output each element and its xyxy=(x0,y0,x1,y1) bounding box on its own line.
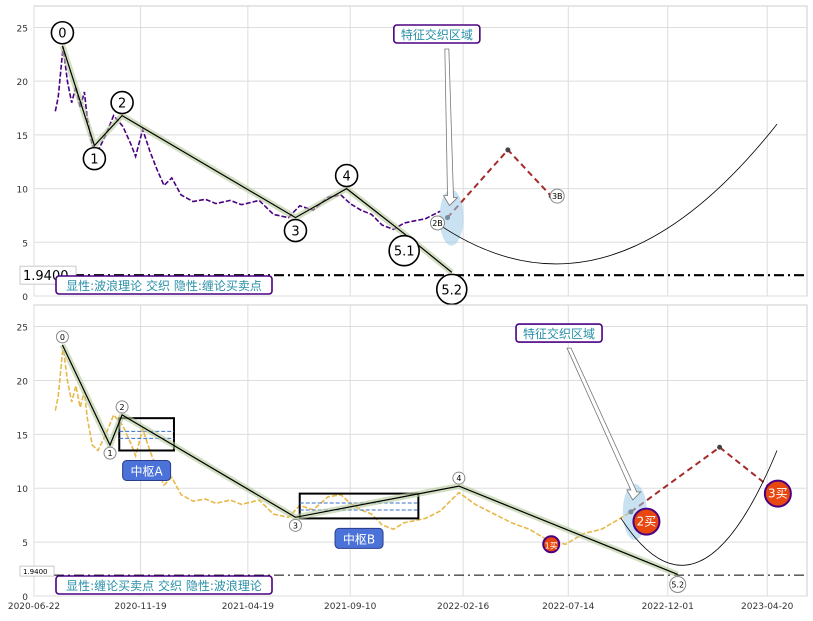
x-tick-label: 2022-12-01 xyxy=(642,602,694,612)
projection-arc xyxy=(437,123,778,265)
level-label: 1.9400 xyxy=(23,568,48,576)
wave-point-marker xyxy=(55,330,69,344)
wave-point-marker xyxy=(50,20,75,45)
y-tick-label: 20 xyxy=(17,377,29,387)
y-tick-label: 10 xyxy=(17,485,29,495)
y-tick-label: 25 xyxy=(17,24,28,34)
buy-point-label: 3买 xyxy=(768,487,788,501)
forecast-label: 3B xyxy=(552,192,563,201)
wave-point-marker xyxy=(288,518,302,532)
annotation-box xyxy=(55,275,273,295)
wave-point-label: 5.1 xyxy=(394,245,415,260)
wave-point-label: 4 xyxy=(342,170,350,185)
wave-point-label: 3 xyxy=(291,225,299,240)
theory-label: 显性:缠论买卖点 交织 隐性:波浪理论 xyxy=(66,578,262,593)
annotation-box xyxy=(55,575,273,595)
y-tick-label: 5 xyxy=(22,539,28,549)
y-tick-label: 0 xyxy=(22,593,28,603)
wave-point-label: 1 xyxy=(90,153,98,168)
annotation-box xyxy=(393,24,481,44)
interaction-ellipse xyxy=(439,189,464,246)
wave-point-marker xyxy=(283,218,308,243)
x-tick-label: 2020-06-22 xyxy=(8,602,60,612)
price-line xyxy=(54,46,441,231)
x-tick-label: 2021-04-19 xyxy=(222,602,275,612)
wave-point-marker xyxy=(103,446,117,460)
feature-zone-pointer xyxy=(442,48,459,207)
y-tick-label: 15 xyxy=(17,431,28,441)
wave-point-marker xyxy=(334,163,359,188)
y-tick-label: 10 xyxy=(17,186,29,196)
y-tick-label: 0 xyxy=(22,293,28,303)
buy-point-label: 2买 xyxy=(637,515,657,529)
wave-point-label: 2 xyxy=(118,97,126,112)
wave-point-label: 0 xyxy=(60,333,65,342)
y-tick-label: 5 xyxy=(22,239,28,249)
wave-point-label: 0 xyxy=(58,27,66,42)
x-tick-label: 2020-11-19 xyxy=(114,602,167,612)
projection-arc xyxy=(620,450,778,566)
wave-point-label: 1 xyxy=(107,449,112,458)
pivot-label: 中枢B xyxy=(343,531,375,546)
wave-point-label: 5.2 xyxy=(441,283,462,298)
y-tick-label: 20 xyxy=(17,78,29,88)
feature-zone-pointer xyxy=(566,347,642,501)
wave-point-label: 4 xyxy=(456,474,461,483)
wave-point-marker xyxy=(82,146,107,171)
wave-point-marker xyxy=(110,90,134,115)
x-tick-label: 2021-09-10 xyxy=(324,602,377,612)
wave-point-marker xyxy=(388,234,420,267)
y-tick-label: 25 xyxy=(17,324,28,334)
wave-point-label: 3 xyxy=(293,521,298,530)
buy-point-marker xyxy=(542,535,561,554)
price-line xyxy=(54,345,632,546)
wave-point-marker xyxy=(669,575,687,593)
pivot-label-box xyxy=(122,460,172,481)
forecast-point xyxy=(505,147,511,153)
wave-line xyxy=(61,344,678,575)
buy-point-marker xyxy=(632,507,661,536)
feature-zone-label: 特征交织区域 xyxy=(401,27,473,42)
pivot-label-box xyxy=(334,527,384,549)
x-tick-label: 2023-04-20 xyxy=(741,602,794,612)
wave-point-label: 5.2 xyxy=(671,580,684,589)
forecast-label: 2B xyxy=(432,219,443,228)
wave-point-marker xyxy=(435,273,468,306)
level-label-box xyxy=(19,565,55,577)
feature-zone-label: 特征交织区域 xyxy=(523,326,595,341)
x-tick-label: 2022-07-14 xyxy=(542,602,595,612)
forecast-label-marker xyxy=(429,215,445,231)
pivot-box xyxy=(298,492,420,520)
pivot-box xyxy=(118,417,175,452)
theory-label: 显性:波浪理论 交织 隐性:缠论买卖点 xyxy=(66,278,262,293)
wave-point-marker xyxy=(452,471,466,485)
forecast-point xyxy=(717,444,723,450)
forecast-label-marker xyxy=(549,188,565,204)
x-tick-label: 2022-02-16 xyxy=(437,602,490,612)
buy-point-label: 1买 xyxy=(545,541,558,550)
wave-point-label: 2 xyxy=(120,403,125,412)
wave-line xyxy=(61,45,453,273)
annotation-box xyxy=(515,323,603,343)
pivot-label: 中枢A xyxy=(131,464,164,479)
y-tick-label: 15 xyxy=(17,132,28,142)
wave-point-marker xyxy=(115,400,129,414)
buy-point-marker xyxy=(763,479,792,508)
